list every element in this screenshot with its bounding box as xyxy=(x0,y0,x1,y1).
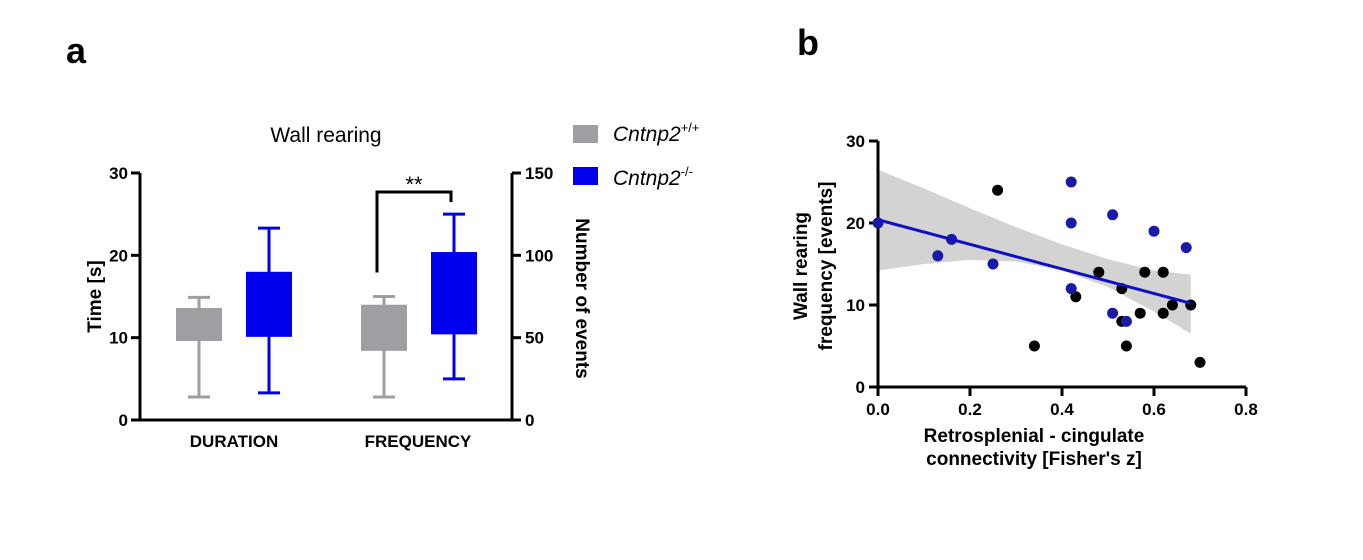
y-tick-label-right: 50 xyxy=(525,329,544,348)
legend-label-wildtype: Cntnp2+/+ xyxy=(613,120,700,146)
box-iqr xyxy=(431,252,477,335)
x-category-label: DURATION xyxy=(190,432,278,451)
scatter-point-wildtype xyxy=(1028,340,1040,352)
scatter-point-wildtype xyxy=(1139,266,1151,278)
significance-bracket xyxy=(375,190,453,273)
x-tick-label: 0.8 xyxy=(1234,400,1258,419)
scatter-point-wildtype xyxy=(1070,291,1082,303)
y-tick-label: 30 xyxy=(846,132,865,151)
scatter-point-wildtype xyxy=(1120,340,1132,352)
legend: Cntnp2+/+ Cntnp2-/- xyxy=(573,120,700,190)
x-tick-label: 0.2 xyxy=(958,400,982,419)
box-wildtype xyxy=(361,295,407,399)
confidence-band xyxy=(878,169,1191,334)
legend-swatch-knockout xyxy=(573,167,598,185)
panel-b-letter: b xyxy=(797,22,819,63)
box-knockout xyxy=(246,226,292,395)
chart-a-title: Wall rearing xyxy=(270,124,381,147)
scatter-point-knockout xyxy=(1065,217,1077,229)
x-category-label: FREQUENCY xyxy=(365,432,472,451)
x-axis-label-line2: connectivity [Fisher's z] xyxy=(926,449,1142,470)
y-axis-label-right: Number of events xyxy=(571,218,592,378)
y-axis-label-line2: frequency [events] xyxy=(816,182,837,351)
box-iqr xyxy=(246,271,292,337)
scatter-point-knockout xyxy=(1065,176,1077,188)
x-tick-label: 0.6 xyxy=(1142,400,1166,419)
scatter-point-knockout xyxy=(1107,209,1119,221)
scatter-point-knockout xyxy=(1148,225,1160,237)
scatter-point-knockout xyxy=(1180,242,1192,254)
significance-label: ** xyxy=(405,172,423,197)
y-tick-label-right: 150 xyxy=(525,164,553,183)
scatter-point-knockout xyxy=(987,258,999,270)
scatter-point-wildtype xyxy=(1194,356,1206,368)
panel-a-letter: a xyxy=(66,30,87,71)
scatter-point-wildtype xyxy=(1157,307,1169,319)
scatter-point-knockout xyxy=(1065,283,1077,295)
regression-line xyxy=(877,218,1192,305)
box-iqr xyxy=(176,308,222,341)
x-tick-label: 0.4 xyxy=(1050,400,1074,419)
y-tick-label: 0 xyxy=(856,378,865,397)
panel-a-box-chart: Wall rearing 0 10 20 30 0 50 100 150 Time [s] Num… xyxy=(85,124,592,451)
scatter-point-wildtype xyxy=(992,184,1004,196)
scatter-point-wildtype xyxy=(1134,307,1146,319)
scatter-point-wildtype xyxy=(1093,266,1105,278)
y-tick-label-left: 20 xyxy=(109,246,128,265)
x-tick-label: 0.0 xyxy=(866,400,890,419)
legend-label-knockout: Cntnp2-/- xyxy=(613,164,693,190)
scatter-point-knockout xyxy=(932,250,944,262)
y-tick-label-left: 30 xyxy=(109,164,128,183)
y-axis-label-left: Time [s] xyxy=(85,260,106,333)
y-tick-label-right: 0 xyxy=(525,411,534,430)
scatter-point-wildtype xyxy=(1166,299,1178,311)
legend-swatch-wildtype xyxy=(573,125,598,143)
scatter-point-knockout xyxy=(1107,307,1119,319)
box-iqr xyxy=(361,304,407,351)
scatter-point-knockout xyxy=(1120,315,1132,327)
box-wildtype xyxy=(176,295,222,399)
y-axis-label-line1: Wall rearing xyxy=(791,212,812,320)
y-tick-label: 20 xyxy=(846,214,865,233)
scatter-point-wildtype xyxy=(1157,266,1169,278)
y-tick-label-right: 100 xyxy=(525,246,553,265)
scatter-point-knockout xyxy=(872,217,884,229)
y-tick-label: 10 xyxy=(846,296,865,315)
y-tick-label-left: 10 xyxy=(109,329,128,348)
y-tick-label-left: 0 xyxy=(119,411,128,430)
box-knockout xyxy=(431,212,477,381)
x-axis-label-line1: Retrosplenial - cingulate xyxy=(924,426,1145,447)
panel-b-scatter-chart: 0 10 20 30 0.0 0.2 0.4 0.6 0.8 Retrosplenial - ci… xyxy=(791,132,1258,470)
